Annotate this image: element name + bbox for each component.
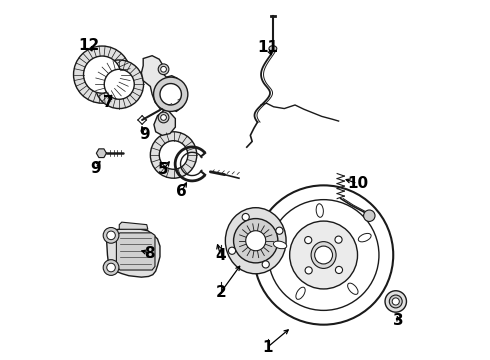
Text: 11: 11 bbox=[258, 40, 279, 55]
Circle shape bbox=[107, 231, 115, 240]
Ellipse shape bbox=[225, 208, 286, 274]
Text: 6: 6 bbox=[176, 184, 187, 199]
Circle shape bbox=[315, 246, 333, 264]
Circle shape bbox=[335, 266, 343, 274]
Ellipse shape bbox=[316, 204, 323, 217]
Circle shape bbox=[268, 200, 379, 310]
Circle shape bbox=[392, 298, 399, 305]
Circle shape bbox=[74, 46, 131, 103]
Polygon shape bbox=[97, 149, 106, 158]
Text: 9: 9 bbox=[139, 127, 149, 142]
Polygon shape bbox=[119, 222, 148, 229]
Text: 1: 1 bbox=[262, 340, 273, 355]
Polygon shape bbox=[154, 109, 175, 135]
Circle shape bbox=[95, 60, 144, 109]
Circle shape bbox=[335, 236, 342, 243]
Circle shape bbox=[364, 210, 375, 221]
Circle shape bbox=[158, 112, 169, 123]
Polygon shape bbox=[117, 233, 155, 270]
Circle shape bbox=[150, 132, 197, 178]
Text: 9: 9 bbox=[90, 161, 101, 176]
Ellipse shape bbox=[347, 283, 358, 294]
Circle shape bbox=[107, 263, 115, 272]
Ellipse shape bbox=[263, 230, 277, 251]
Text: 5: 5 bbox=[158, 162, 169, 177]
Circle shape bbox=[390, 295, 402, 308]
Polygon shape bbox=[106, 228, 160, 277]
Circle shape bbox=[103, 260, 119, 275]
Text: 3: 3 bbox=[393, 312, 404, 328]
Circle shape bbox=[245, 231, 266, 251]
Circle shape bbox=[83, 56, 121, 93]
Ellipse shape bbox=[358, 233, 371, 242]
Circle shape bbox=[160, 84, 181, 105]
Ellipse shape bbox=[296, 287, 305, 300]
Text: 7: 7 bbox=[103, 95, 114, 110]
Circle shape bbox=[104, 69, 134, 99]
Text: 4: 4 bbox=[216, 248, 226, 263]
Circle shape bbox=[305, 267, 312, 274]
Circle shape bbox=[305, 237, 312, 244]
Text: 2: 2 bbox=[215, 285, 226, 300]
Circle shape bbox=[228, 247, 236, 254]
Circle shape bbox=[254, 185, 393, 325]
Circle shape bbox=[262, 261, 270, 268]
Circle shape bbox=[242, 213, 249, 221]
Circle shape bbox=[290, 221, 358, 289]
Ellipse shape bbox=[269, 46, 277, 51]
Circle shape bbox=[234, 219, 278, 263]
Circle shape bbox=[103, 228, 119, 243]
Text: 8: 8 bbox=[145, 246, 155, 261]
Ellipse shape bbox=[311, 242, 336, 269]
Circle shape bbox=[153, 77, 188, 111]
Ellipse shape bbox=[273, 241, 287, 249]
Text: 12: 12 bbox=[78, 38, 99, 53]
Circle shape bbox=[158, 64, 169, 75]
Circle shape bbox=[161, 114, 167, 120]
Circle shape bbox=[385, 291, 407, 312]
Circle shape bbox=[276, 227, 283, 234]
Polygon shape bbox=[142, 56, 184, 111]
Circle shape bbox=[161, 66, 167, 72]
Text: 10: 10 bbox=[347, 176, 368, 191]
Circle shape bbox=[159, 141, 188, 169]
